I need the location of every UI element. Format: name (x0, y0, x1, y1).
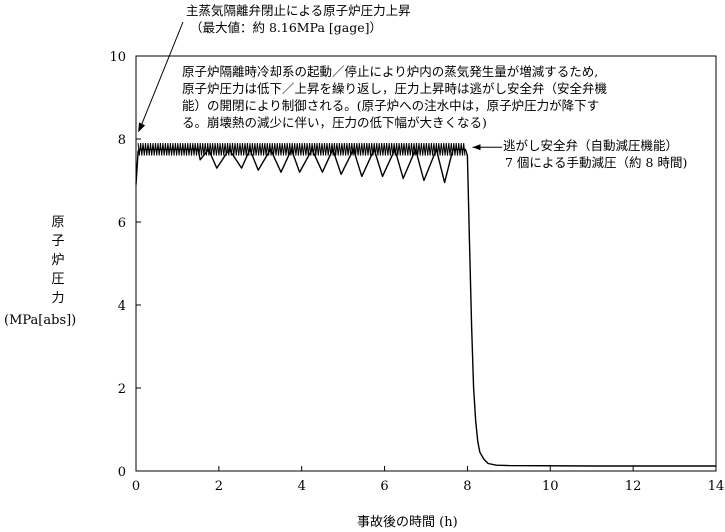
y-axis-label: 原 子 炉 圧 力 (48, 213, 68, 308)
y-axis-label-char: 圧 (51, 272, 65, 287)
y-tick-label: 2 (118, 382, 126, 397)
msiv-arrow-line (139, 21, 184, 129)
x-tick-label: 2 (215, 479, 223, 494)
x-tick-label: 10 (542, 479, 559, 494)
x-tick-label: 0 (132, 479, 140, 494)
srv-oscillation-path (137, 143, 466, 156)
y-axis-label-char: 力 (51, 291, 65, 306)
srv-oscillation-band (137, 143, 466, 156)
annotation-rcic-line2: 原子炉圧力は低下／上昇を繰り返し，圧力上昇時は逃がし安全弁（安全弁機 (182, 81, 608, 96)
axis-tick-labels: 0 2 4 6 8 10 12 14 0 2 4 6 8 10 (109, 50, 724, 494)
annotation-rcic-line4: る。崩壊熱の減少に伴い，圧力の低下幅が大きくなる) (182, 115, 487, 130)
annotation-srv-line1: 逃がし安全弁（自動減圧機能） (503, 138, 679, 153)
pressure-line (135, 148, 716, 467)
y-tick-label: 8 (118, 133, 126, 148)
annotation-rcic-line1: 原子炉隔離時冷却系の起動／停止により炉内の蒸気発生量が増減するため, (182, 64, 599, 79)
x-axis-label: 事故後の時間 (h) (357, 515, 458, 530)
x-tick-label: 4 (298, 479, 306, 494)
annotation-msiv-line1: 主蒸気隔離弁閉止による原子炉圧力上昇 (186, 3, 411, 18)
annotation-srv-line2: 7 個による手動減圧（約 8 時間) (505, 155, 688, 170)
annotation-rcic-line3: 能）の開閉により制御される。(原子炉への注水中は，原子炉圧力が降下す (182, 98, 600, 113)
x-tick-label: 12 (625, 479, 642, 494)
msiv-arrow-head (138, 122, 146, 133)
annotation-msiv-line2: （最大値：約 8.16MPa [gage]） (190, 20, 382, 35)
x-tick-label: 14 (708, 479, 725, 494)
annotation-arrows (138, 21, 502, 151)
axis-ticks (135, 55, 717, 472)
plot-frame (135, 55, 717, 472)
srv-arrow-head (472, 144, 481, 151)
y-axis-label-char: 子 (51, 234, 65, 249)
y-tick-label: 6 (118, 216, 126, 231)
y-axis-unit: (MPa[abs]) (4, 313, 77, 328)
x-tick-label: 6 (380, 479, 388, 494)
y-tick-label: 10 (109, 50, 126, 65)
annotation-rcic: 原子炉隔離時冷却系の起動／停止により炉内の蒸気発生量が増減するため, 原子炉圧力… (182, 63, 607, 131)
annotation-msiv: 主蒸気隔離弁閉止による原子炉圧力上昇 （最大値：約 8.16MPa [gage]… (186, 2, 411, 36)
x-tick-label: 8 (463, 479, 471, 494)
annotation-srv: 逃がし安全弁（自動減圧機能） 7 個による手動減圧（約 8 時間) (503, 137, 687, 171)
y-axis-label-char: 炉 (51, 253, 65, 268)
y-tick-label: 0 (118, 465, 126, 480)
y-tick-label: 4 (118, 299, 126, 314)
y-axis-label-char: 原 (51, 215, 65, 230)
